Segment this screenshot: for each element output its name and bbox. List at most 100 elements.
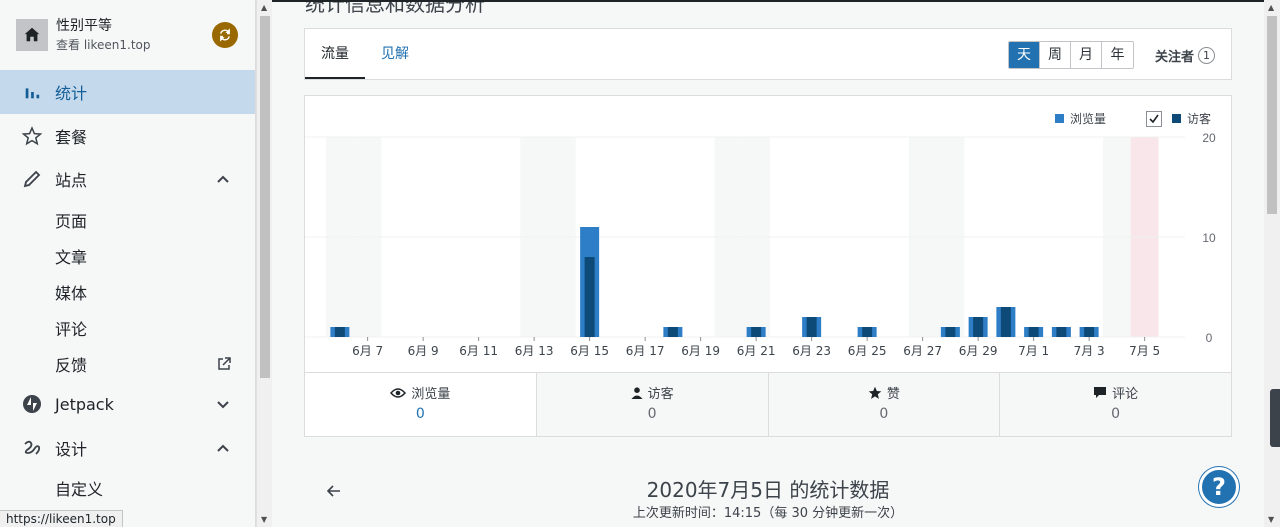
x-tick-label: 7月 3: [1074, 344, 1105, 358]
bar-visitors: [973, 317, 984, 337]
sidebar-item-site[interactable]: 站点: [0, 157, 255, 201]
bar-visitors: [1084, 327, 1095, 337]
home-icon: [16, 19, 48, 51]
x-tick-label: 6月 13: [515, 344, 554, 358]
tab-traffic[interactable]: 流量: [305, 29, 365, 79]
star-icon: [22, 126, 42, 146]
sidebar-item-pages[interactable]: 页面: [55, 212, 88, 231]
eye-icon: [390, 387, 407, 398]
sidebar-item-jetpack[interactable]: Jetpack: [0, 382, 255, 426]
period-month-button[interactable]: 月: [1071, 42, 1102, 68]
bar-visitors: [1056, 327, 1067, 337]
summary-comments-value: 0: [1111, 406, 1121, 422]
period-week-button[interactable]: 周: [1040, 42, 1071, 68]
summary-tab-comments[interactable]: 评论 0: [999, 373, 1231, 436]
y-tick-label: 0: [1206, 331, 1213, 345]
top-border: [272, 0, 1264, 2]
legend-views: 浏览量: [1054, 110, 1106, 127]
x-tick-label: 7月 5: [1129, 344, 1160, 358]
page-title: 统计信息和数据分析: [305, 0, 485, 16]
help-button[interactable]: ?: [1199, 467, 1239, 507]
x-tick-label: 6月 15: [570, 344, 609, 358]
bar-visitors: [584, 257, 595, 337]
x-tick-label: 6月 11: [459, 344, 498, 358]
bar-visitors: [862, 327, 873, 337]
summary-tab-visitors[interactable]: 访客 0: [535, 373, 768, 436]
summary-views-value: 0: [415, 406, 425, 422]
sidebar-scrollbar-thumb[interactable]: [260, 16, 270, 378]
chevron-up-icon: [217, 175, 229, 183]
y-tick-label: 20: [1202, 131, 1216, 145]
x-tick-label: 6月 7: [352, 344, 383, 358]
bar-visitors: [751, 327, 762, 337]
sidebar-item-plans[interactable]: 套餐: [0, 114, 255, 158]
x-tick-label: 6月 9: [408, 344, 439, 358]
external-link-icon: [218, 357, 231, 370]
scroll-down-icon[interactable]: ▼: [261, 515, 268, 524]
period-day-button[interactable]: 天: [1009, 42, 1040, 68]
sidebar-item-stats[interactable]: 统计: [0, 70, 255, 114]
followers-count: 1: [1198, 47, 1215, 64]
bar-visitors: [945, 327, 956, 337]
summary-tab-likes[interactable]: 赞 0: [767, 373, 1000, 436]
summary-tab-views[interactable]: 浏览量 0: [305, 373, 536, 436]
y-tick-label: 10: [1202, 231, 1216, 245]
sidebar-item-feedback[interactable]: 反馈: [0, 346, 255, 382]
comment-icon: [1094, 386, 1107, 398]
bar-visitors: [1000, 307, 1011, 337]
sidebar-scrollbar[interactable]: ▲ ▼: [256, 0, 272, 527]
period-year-button[interactable]: 年: [1102, 42, 1133, 68]
x-tick-label: 6月 23: [792, 344, 831, 358]
x-tick-label: 6月 27: [903, 344, 942, 358]
chevron-down-icon: [217, 401, 229, 409]
followers-link[interactable]: 关注者 1: [1155, 46, 1215, 65]
x-tick-label: 6月 17: [626, 344, 665, 358]
stats-last-updated: 上次更新时间：14:15（每 30 分钟更新一次）: [632, 506, 904, 521]
visitors-checkbox[interactable]: [1145, 110, 1162, 127]
chart-card: 0 10 20 6月 7 6月 9 6月 11 6月 13 6月 15 6月 17 6月 19 6月…: [304, 95, 1232, 437]
followers-label: 关注者: [1154, 50, 1194, 65]
page-scrollbar[interactable]: ▲ ▼: [1264, 0, 1280, 527]
bar-chart-icon: [22, 82, 42, 102]
side-widget-tab[interactable]: [1270, 389, 1280, 447]
period-selector: 天 周 月 年: [1008, 41, 1134, 69]
scroll-up-icon[interactable]: ▲: [1268, 3, 1275, 12]
star-icon: [868, 386, 882, 399]
legend-visitors-swatch: [1171, 114, 1181, 123]
site-header[interactable]: 性别平等 查看 likeen1.top: [0, 0, 255, 70]
sidebar-item-comments[interactable]: 评论: [55, 320, 88, 339]
question-mark-icon: ?: [1212, 473, 1226, 501]
scroll-down-icon[interactable]: ▼: [1268, 515, 1275, 524]
bar-visitors: [1028, 327, 1039, 337]
summary-visitors-value: 0: [647, 406, 657, 422]
person-icon: [631, 386, 643, 399]
chevron-up-icon: [217, 444, 229, 452]
sidebar-item-customize[interactable]: 自定义: [55, 480, 104, 499]
bar-visitors: [667, 327, 678, 337]
x-tick-label: 6月 29: [959, 344, 998, 358]
views-chart: 0 10 20 6月 7 6月 9 6月 11 6月 13 6月 15 6月 17 6月 19 6月…: [305, 131, 1216, 358]
scroll-up-icon[interactable]: ▲: [261, 3, 268, 12]
design-icon: [22, 438, 42, 458]
sidebar-item-design[interactable]: 设计: [0, 426, 255, 470]
back-arrow-icon[interactable]: [326, 483, 342, 499]
sidebar: 性别平等 查看 likeen1.top 统计 套餐 站点 页面 文章 媒体 评论: [0, 0, 256, 527]
x-tick-label: 6月 19: [681, 344, 720, 358]
sidebar-item-media[interactable]: 媒体: [55, 284, 88, 303]
chart-legend: 浏览量 访客: [1054, 110, 1211, 127]
jetpack-icon: [22, 394, 42, 414]
legend-views-swatch: [1054, 114, 1064, 123]
sidebar-item-posts[interactable]: 文章: [55, 248, 88, 267]
site-title: 性别平等: [56, 18, 112, 34]
tab-insights[interactable]: 见解: [381, 46, 409, 62]
page-scrollbar-thumb[interactable]: [1267, 16, 1277, 214]
status-bar-url: https://likeen1.top: [0, 510, 123, 527]
site-url[interactable]: 查看 likeen1.top: [56, 38, 151, 52]
stats-tabs-card: 流量 见解 天 周 月 年 关注者 1: [304, 28, 1232, 80]
sync-icon[interactable]: [212, 22, 238, 48]
bar-visitors: [334, 327, 345, 337]
x-tick-label: 6月 21: [737, 344, 776, 358]
legend-visitors: 访客: [1171, 110, 1211, 127]
summary-likes-value: 0: [879, 406, 889, 422]
summary-tabs: 浏览量 0 访客 0 赞 0 评论: [305, 372, 1231, 436]
